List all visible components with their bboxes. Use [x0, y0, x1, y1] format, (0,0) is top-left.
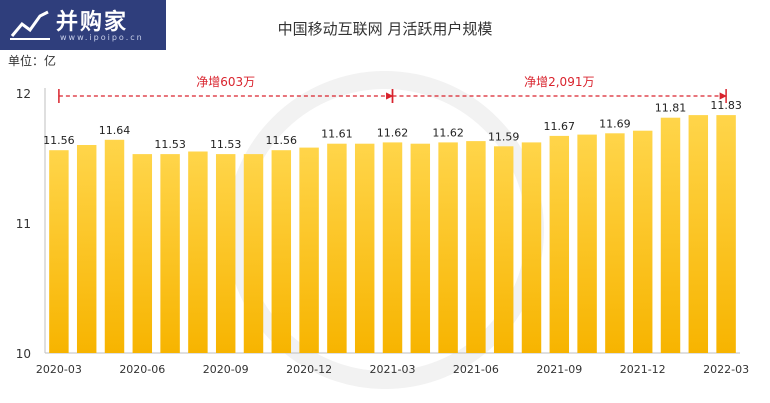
logo-chart-icon [10, 10, 50, 40]
bar [76, 145, 97, 353]
bar [577, 134, 597, 353]
data-label: 11.67 [544, 120, 576, 133]
data-label: 11.53 [210, 138, 242, 151]
bar [215, 154, 236, 353]
data-label: 11.69 [599, 117, 631, 130]
bar [132, 154, 153, 353]
bar [410, 143, 431, 353]
data-label: 11.83 [710, 99, 742, 112]
x-tick-label: 2021-06 [453, 363, 499, 376]
data-label: 11.64 [99, 124, 131, 137]
x-tick-label: 2020-06 [119, 363, 165, 376]
bar [660, 117, 681, 353]
chart-title: 中国移动互联网 月活跃用户规模 [277, 20, 493, 38]
bar [688, 115, 709, 353]
annotation-label: 净增603万 [196, 75, 255, 89]
data-label: 11.61 [321, 128, 353, 141]
bar [382, 142, 403, 353]
data-label: 11.56 [266, 134, 298, 147]
bar [521, 142, 542, 353]
x-tick-label: 2022-03 [703, 363, 749, 376]
y-tick-label: 11 [16, 217, 31, 231]
y-tick-label: 12 [16, 87, 31, 101]
bar [466, 141, 486, 353]
bar [188, 151, 208, 353]
bar [493, 146, 514, 353]
bar [716, 115, 736, 353]
data-label: 11.56 [43, 134, 75, 147]
x-tick-label: 2020-03 [36, 363, 82, 376]
bar [327, 143, 347, 353]
bar [299, 147, 319, 353]
bar [549, 135, 570, 353]
logo: 并购家 www.ipoipo.cn [0, 0, 166, 50]
bar [605, 133, 625, 353]
unit-label: 单位：亿 [8, 54, 57, 68]
x-tick-label: 2021-09 [536, 363, 582, 376]
data-label: 11.62 [377, 126, 409, 139]
x-tick-label: 2021-03 [370, 363, 416, 376]
bar [160, 154, 180, 353]
bar [438, 142, 458, 353]
annotation-label: 净增2,091万 [524, 75, 594, 89]
bar [49, 150, 69, 353]
bar [104, 139, 125, 353]
logo-text: 并购家 [56, 10, 129, 35]
x-tick-label: 2021-12 [620, 363, 666, 376]
data-label: 11.62 [432, 126, 464, 139]
logo-subtext: www.ipoipo.cn [60, 33, 144, 42]
x-tick-label: 2020-09 [203, 363, 249, 376]
x-tick-label: 2020-12 [286, 363, 332, 376]
bar [632, 130, 653, 353]
bar [354, 143, 375, 353]
data-label: 11.59 [488, 130, 520, 143]
data-label: 11.53 [154, 138, 186, 151]
data-label: 11.81 [655, 102, 687, 115]
bar [243, 154, 264, 353]
y-tick-label: 10 [16, 347, 31, 361]
bar [271, 150, 292, 353]
